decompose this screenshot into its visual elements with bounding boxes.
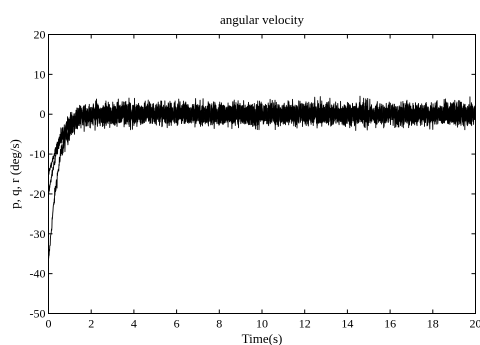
x-tick-label: 18 — [427, 317, 439, 331]
y-axis-label: p, q, r (deg/s) — [7, 139, 22, 209]
y-axis-ticks: -50 -40 -30 -20 -10 0 10 20 — [30, 28, 476, 321]
x-tick-label: 16 — [384, 317, 396, 331]
y-tick-label: -50 — [30, 307, 46, 321]
y-tick-label: 0 — [40, 107, 46, 121]
x-axis-label: Time(s) — [242, 331, 283, 345]
series-traces — [48, 95, 476, 260]
x-tick-label: 6 — [174, 317, 180, 331]
x-tick-label: 12 — [299, 317, 311, 331]
y-tick-label: -30 — [30, 227, 46, 241]
x-tick-label: 10 — [256, 317, 268, 331]
y-tick-label: -40 — [30, 267, 46, 281]
y-tick-label: -10 — [30, 147, 46, 161]
series-line-2 — [48, 96, 476, 194]
y-tick-label: 20 — [34, 28, 46, 42]
plot-frame — [48, 34, 476, 314]
x-tick-label: 8 — [216, 317, 222, 331]
x-tick-label: 20 — [470, 317, 480, 331]
x-tick-label: 0 — [46, 317, 52, 331]
x-tick-label: 2 — [88, 317, 94, 331]
y-tick-label: -20 — [30, 187, 46, 201]
chart-title: angular velocity — [220, 12, 305, 27]
x-tick-label: 14 — [341, 317, 353, 331]
x-axis-ticks: 0 2 4 6 8 10 12 14 16 18 20 — [46, 34, 480, 331]
x-tick-label: 4 — [131, 317, 137, 331]
y-tick-label: 10 — [34, 67, 46, 81]
series-line-3 — [48, 101, 476, 176]
